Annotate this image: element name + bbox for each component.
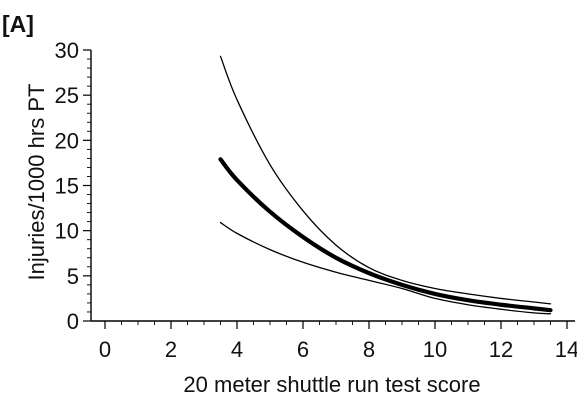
y-tick-label: 5 [67,264,79,289]
y-tick-label: 15 [55,174,79,199]
y-tick-label: 0 [67,309,79,334]
ticks-layer [83,49,568,329]
y-axis-title: Injuries/1000 hrs PT [24,84,49,281]
y-tick-label: 10 [55,219,79,244]
axes-layer [90,50,575,322]
panel-label: [A] [2,11,34,37]
x-tick-label: 8 [363,337,375,362]
y-tick-label: 20 [55,128,79,153]
y-tick-label: 30 [55,38,79,63]
tick-labels-layer: 0 5 10 15 20 25 30 0 2 4 6 8 10 12 14 [55,38,577,362]
x-tick-label: 2 [165,337,177,362]
lower-confidence-curve [219,221,552,315]
x-axis-title: 20 meter shuttle run test score [183,372,480,397]
x-tick-label: 4 [231,337,243,362]
x-tick-label: 14 [555,337,577,362]
x-tick-label: 6 [297,337,309,362]
x-tick-label: 0 [99,337,111,362]
y-tick-label: 25 [55,83,79,108]
series-layer [218,55,553,315]
x-tick-label: 10 [423,337,447,362]
x-tick-label: 12 [489,337,513,362]
upper-confidence-curve [219,55,552,305]
estimate-curve [218,157,553,313]
